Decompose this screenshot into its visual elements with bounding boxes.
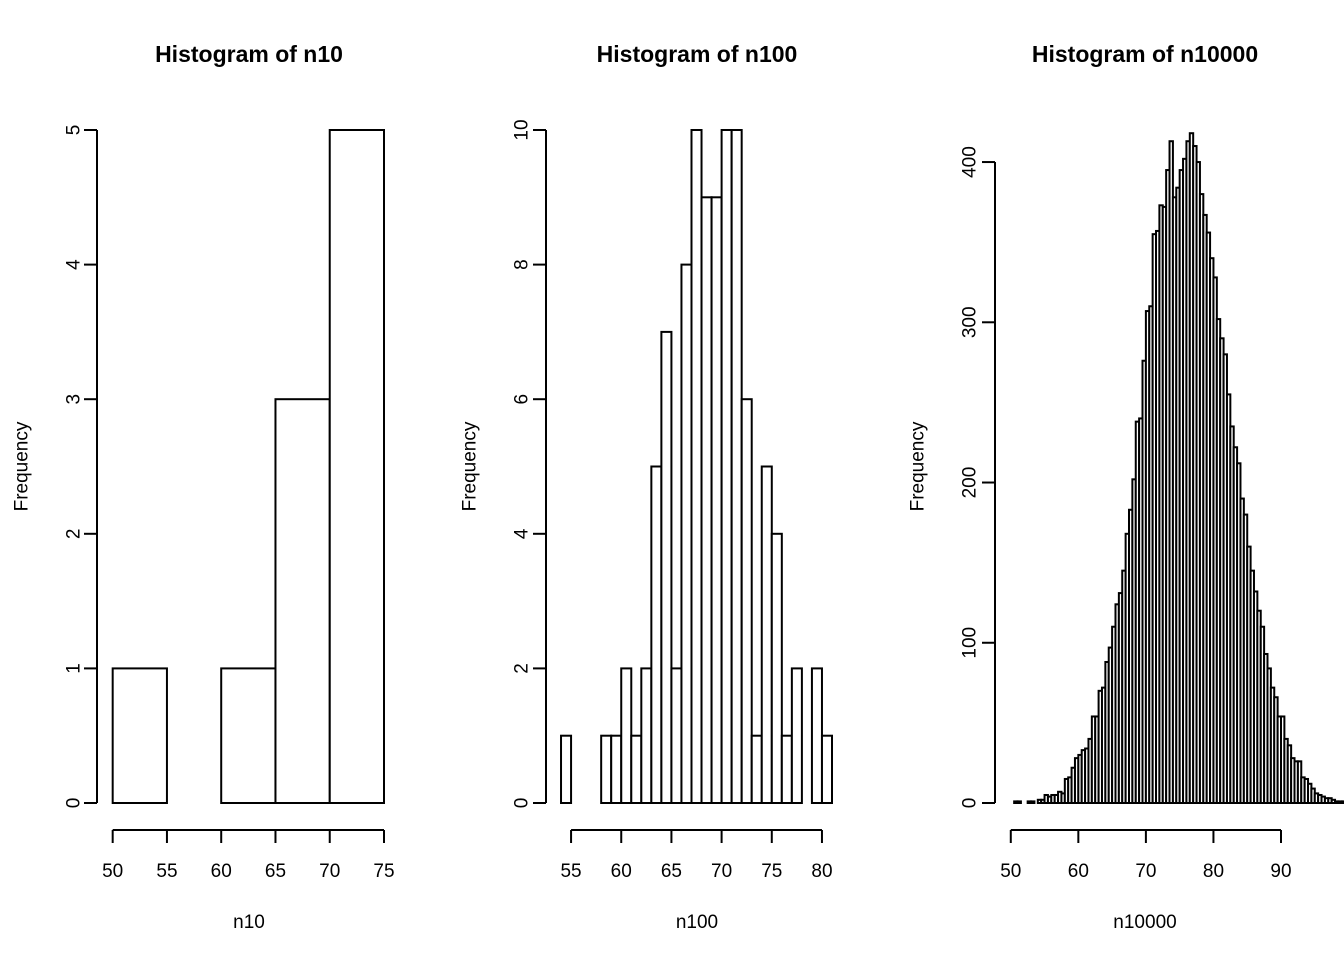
y-tick-label: 2 — [64, 529, 85, 540]
y-tick-label: 4 — [512, 528, 533, 539]
x-tick-label: 50 — [102, 861, 123, 882]
y-axis-label: Frequency — [460, 421, 481, 511]
y-tick-label: 3 — [64, 394, 85, 405]
histogram-bar — [274, 398, 331, 804]
y-axis-label: Frequency — [908, 421, 929, 511]
histogram-bar — [220, 667, 277, 805]
x-tick-label: 75 — [373, 861, 394, 882]
histogram-bar — [1030, 800, 1036, 805]
y-tick-label: 2 — [512, 663, 533, 674]
histogram-bar — [620, 667, 633, 805]
y-tick-label: 1 — [64, 663, 85, 674]
histogram-bar — [328, 129, 385, 804]
histogram-bar — [700, 196, 713, 805]
histogram-bar — [610, 734, 623, 805]
x-tick-label: 65 — [265, 861, 286, 882]
y-tick-label: 0 — [512, 798, 533, 809]
x-tick-label: 90 — [1270, 861, 1291, 882]
histogram-bar — [670, 667, 683, 805]
x-axis-label: n10 — [233, 912, 265, 933]
y-tick-label: 0 — [960, 798, 981, 809]
y-tick-label: 200 — [960, 467, 981, 499]
y-tick-label: 6 — [512, 394, 533, 405]
histogram-bar — [720, 129, 733, 804]
y-tick-label: 10 — [512, 119, 533, 140]
histogram-bar — [710, 196, 723, 805]
x-tick-label: 60 — [211, 861, 232, 882]
histogram-bar — [820, 734, 834, 805]
histogram-bar — [790, 667, 803, 805]
histogram-bar — [760, 465, 773, 804]
x-tick-label: 55 — [560, 861, 581, 882]
x-tick-label: 65 — [661, 861, 682, 882]
histogram-bar — [1016, 800, 1022, 805]
y-tick-label: 4 — [64, 259, 85, 270]
y-tick-label: 300 — [960, 306, 981, 338]
x-axis-label: n10000 — [1113, 912, 1176, 933]
histogram-bar — [560, 734, 573, 805]
histogram-bar — [680, 263, 693, 805]
histogram-bar — [780, 734, 793, 805]
y-tick-label: 5 — [64, 125, 85, 136]
histogram-bar — [111, 667, 168, 805]
y-tick-label: 100 — [960, 627, 981, 659]
x-tick-label: 70 — [1135, 861, 1156, 882]
x-tick-label: 50 — [1000, 861, 1021, 882]
y-tick-label: 0 — [64, 798, 85, 809]
histogram-bar — [750, 734, 763, 805]
x-tick-label: 70 — [711, 861, 732, 882]
x-axis-label: n100 — [676, 912, 718, 933]
histogram-bar — [660, 330, 673, 804]
x-tick-label: 80 — [1203, 861, 1224, 882]
x-tick-label: 80 — [811, 861, 832, 882]
x-tick-label: 60 — [1068, 861, 1089, 882]
histogram-bar — [640, 667, 653, 805]
histogram-bar — [690, 129, 703, 804]
histogram-bar — [740, 398, 753, 804]
x-tick-label: 70 — [319, 861, 340, 882]
x-tick-label: 60 — [611, 861, 632, 882]
histogram-bar — [650, 465, 663, 804]
histogram-bar — [770, 532, 783, 804]
x-tick-label: 55 — [156, 861, 177, 882]
histogram-bar — [600, 734, 613, 805]
chart-title: Histogram of n10000 — [1032, 41, 1258, 67]
histogram-bar — [730, 129, 743, 804]
histogram-bar — [630, 734, 643, 805]
y-tick-label: 400 — [960, 146, 981, 178]
chart-title: Histogram of n100 — [597, 41, 798, 67]
histogram-bar — [1340, 800, 1344, 805]
chart-title: Histogram of n10 — [155, 41, 343, 67]
x-tick-label: 75 — [761, 861, 782, 882]
y-tick-label: 8 — [512, 259, 533, 270]
y-axis-label: Frequency — [12, 421, 33, 511]
histogram-bar — [810, 667, 823, 805]
